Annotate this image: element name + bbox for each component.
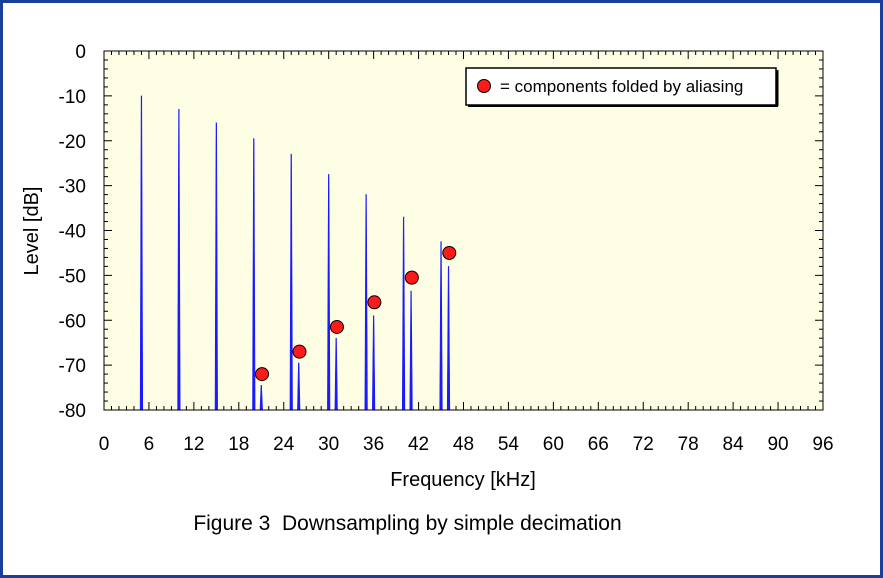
x-tick-labels: 0 6 12 18 24 30 36 42 48 54 60 66 72 78 84 90 96 xyxy=(99,434,834,455)
x-tick-label: 60 xyxy=(543,434,564,455)
legend-box xyxy=(465,67,777,106)
y-tick-label: -30 xyxy=(59,177,86,198)
x-tick-label: 36 xyxy=(363,434,384,455)
x-tick-label: 84 xyxy=(723,434,745,455)
plot-area xyxy=(104,51,823,410)
aliased-component-marker xyxy=(404,270,419,285)
y-axis-label: Level [dB] xyxy=(21,187,43,276)
y-tick-label: -20 xyxy=(59,132,86,153)
x-tick-label: 66 xyxy=(588,434,609,455)
x-tick-label: 18 xyxy=(228,434,249,455)
x-tick-label: 6 xyxy=(144,434,155,455)
aliased-component-marker xyxy=(255,367,270,382)
y-tick-label: -80 xyxy=(59,401,86,422)
x-tick-label: 12 xyxy=(183,434,204,455)
figure-caption: Figure 3 Downsampling by simple decimati… xyxy=(193,512,622,535)
x-tick-label: 54 xyxy=(498,434,520,455)
y-tick-label: -60 xyxy=(59,311,86,332)
y-tick-label: -10 xyxy=(59,87,86,108)
x-tick-label: 48 xyxy=(453,434,474,455)
x-tick-label: 96 xyxy=(812,434,833,455)
x-tick-label: 0 xyxy=(99,434,110,455)
y-tick-label: 0 xyxy=(75,42,86,63)
x-tick-label: 72 xyxy=(633,434,654,455)
y-tick-label: -40 xyxy=(59,222,86,243)
x-axis-label: Frequency [kHz] xyxy=(390,469,536,491)
x-tick-label: 42 xyxy=(408,434,429,455)
y-tick-label: -70 xyxy=(59,356,86,377)
aliased-component-marker xyxy=(329,319,344,334)
axis-ticks xyxy=(103,50,824,411)
aliased-component-marker xyxy=(292,344,307,359)
x-tick-label: 90 xyxy=(767,434,788,455)
legend-label: = components folded by aliasing xyxy=(500,77,743,96)
plot-border xyxy=(103,50,824,411)
aliased-component-marker xyxy=(442,245,457,260)
x-tick-label: 30 xyxy=(318,434,339,455)
aliased-markers xyxy=(255,245,457,382)
aliased-component-marker xyxy=(367,295,382,310)
x-tick-label: 24 xyxy=(273,434,295,455)
x-tick-label: 78 xyxy=(678,434,699,455)
y-tick-label: -50 xyxy=(59,266,86,287)
y-tick-labels: 0 -10 -20 -30 -40 -50 -60 -70 -80 xyxy=(59,42,86,422)
legend-marker xyxy=(477,79,491,93)
legend: = components folded by aliasing xyxy=(465,67,779,107)
data-series xyxy=(139,95,451,411)
